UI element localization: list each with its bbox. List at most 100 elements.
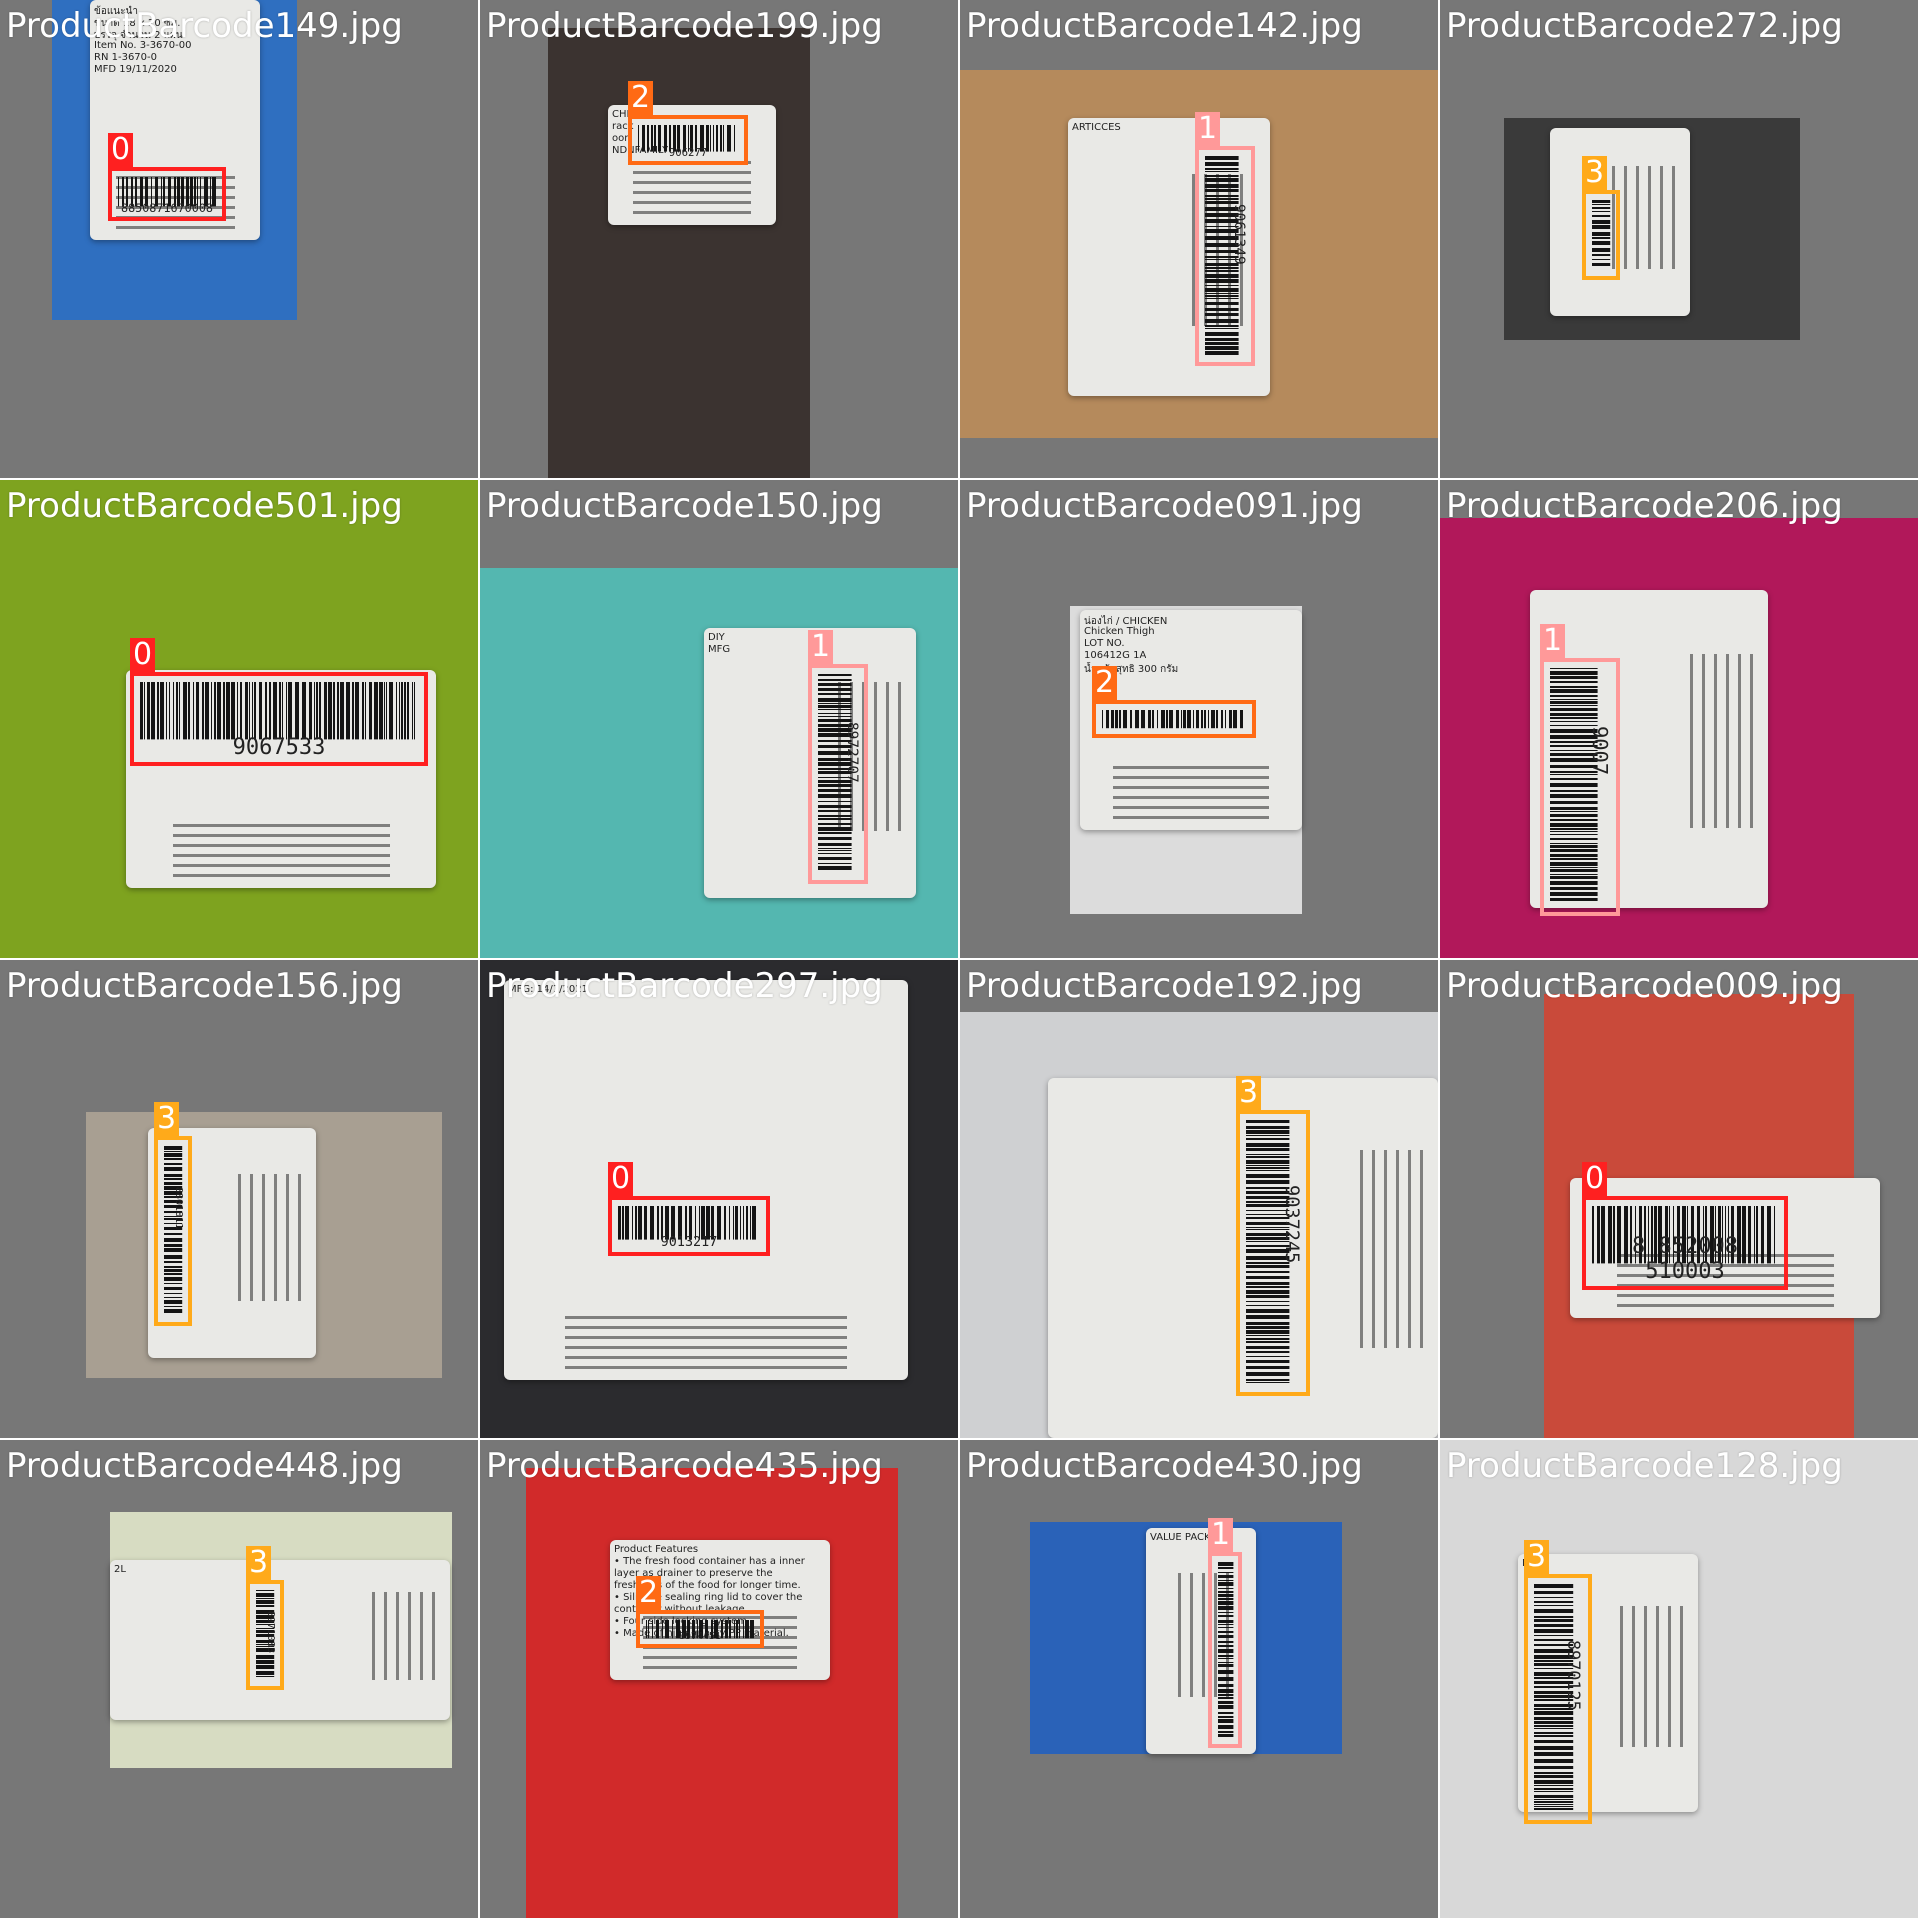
barcode-bar — [1246, 1241, 1290, 1242]
barcode-bar — [1218, 1601, 1234, 1605]
barcode-bar — [256, 1620, 275, 1623]
barcode-bar — [223, 682, 225, 740]
label-printed-text: ARTICCES — [1072, 122, 1121, 133]
barcode-bar — [164, 1178, 183, 1180]
barcode: 8970125 — [1530, 1580, 1586, 1818]
label-text-line — [898, 682, 901, 831]
barcode-bar — [1246, 1138, 1290, 1140]
label-text-line — [172, 844, 390, 847]
barcode-bar — [1181, 710, 1182, 729]
barcode-bar — [1534, 1681, 1574, 1684]
label-text-line — [874, 682, 877, 831]
barcode-bar — [1550, 831, 1598, 832]
barcode-bar — [1534, 1644, 1574, 1646]
barcode-bar — [399, 682, 400, 740]
barcode-bar — [1246, 1167, 1290, 1169]
barcode-number: 9067533 — [232, 735, 326, 760]
barcode-bar — [1550, 790, 1598, 792]
barcode-bar — [1218, 1572, 1234, 1573]
class-label: 3 — [1236, 1076, 1262, 1110]
barcode-bar — [1550, 862, 1598, 866]
barcode-bar — [711, 1620, 713, 1639]
barcode-bar — [1246, 1330, 1290, 1334]
barcode-bar — [1534, 1660, 1574, 1662]
grid-tile: 8 852008 510003 0 ProductBarcode009.jpg — [1440, 960, 1918, 1438]
barcode-bar — [1211, 710, 1215, 729]
barcode-bar — [164, 1205, 183, 1208]
barcode-bar — [389, 682, 393, 740]
label-text-line — [172, 864, 390, 867]
barcode-bar — [818, 719, 852, 722]
barcode-bar — [677, 125, 680, 152]
barcode-bar — [652, 1620, 653, 1639]
barcode-bar — [1205, 226, 1239, 227]
barcode-bar — [1246, 1338, 1290, 1340]
barcode-bar — [1246, 1170, 1290, 1171]
barcode-bar — [1550, 858, 1598, 860]
barcode-bar — [212, 177, 216, 207]
barcode-bar — [1550, 713, 1598, 716]
barcode-bar — [1225, 710, 1226, 729]
barcode-bar — [164, 1163, 183, 1165]
barcode-bar — [818, 709, 852, 710]
barcode-bar — [1682, 1206, 1686, 1264]
barcode-bar — [1534, 1601, 1574, 1603]
barcode-bar — [256, 1624, 275, 1625]
barcode-bar — [314, 682, 315, 740]
barcode-bar — [1550, 774, 1598, 775]
barcode-bar — [1233, 710, 1237, 729]
barcode-graphic — [1102, 710, 1243, 729]
barcode-bar — [1550, 814, 1598, 817]
barcode-bar — [1550, 876, 1598, 879]
barcode-bar — [1550, 823, 1598, 827]
barcode-bar — [713, 125, 714, 152]
label-text-line — [564, 1346, 848, 1349]
barcode-bar — [140, 177, 143, 207]
barcode-bar — [269, 682, 271, 740]
barcode-bar — [1246, 1356, 1290, 1357]
product-label: VALUE PACK — [1146, 1528, 1256, 1754]
barcode-bar — [1550, 735, 1598, 739]
barcode-bar — [414, 682, 415, 740]
barcode-bar — [651, 125, 653, 152]
barcode-bar — [288, 682, 292, 740]
barcode-bar — [1534, 1725, 1574, 1727]
barcode-bar — [1592, 259, 1611, 260]
grid-tile: 9007 1 ProductBarcode206.jpg — [1440, 480, 1918, 958]
barcode-bar — [164, 1261, 183, 1263]
barcode-bar — [1534, 1801, 1574, 1803]
barcode-bar — [1550, 838, 1598, 840]
barcode-number: 8 852008 510003 — [1632, 1234, 1738, 1284]
product-label — [148, 1128, 316, 1358]
barcode-bar — [1630, 1206, 1632, 1264]
barcode-bar — [1550, 834, 1598, 835]
barcode-bar — [374, 682, 378, 740]
barcode-bar — [164, 1153, 183, 1157]
barcode-bar — [1550, 676, 1598, 679]
barcode: 8801811 — [160, 1142, 186, 1320]
barcode-bar — [1246, 1290, 1290, 1294]
barcode-bar — [739, 1620, 740, 1639]
barcode-bar — [752, 1206, 756, 1240]
barcode-bar — [1534, 1759, 1574, 1763]
label-text-line — [172, 824, 390, 827]
label-printed-text: Product Features — [614, 1544, 699, 1555]
detection-box — [628, 115, 748, 165]
barcode-bar — [1592, 225, 1611, 229]
label-text-line — [1680, 1605, 1683, 1748]
barcode-bar — [700, 125, 704, 152]
barcode-bar — [818, 794, 852, 798]
barcode-bar — [1550, 771, 1598, 773]
barcode-bar — [333, 682, 335, 740]
label-text-line — [1636, 165, 1639, 269]
label-printed-text: LOT NO. — [1084, 638, 1125, 649]
label-text-line — [408, 1592, 411, 1680]
barcode-bar — [1550, 699, 1598, 700]
barcode-bar — [197, 177, 198, 207]
barcode-bar — [1691, 1206, 1694, 1264]
grid-tile: 8801811 3 ProductBarcode156.jpg — [0, 960, 478, 1438]
label-text-line — [1113, 796, 1269, 799]
barcode-bar — [160, 682, 164, 740]
image-filename: ProductBarcode142.jpg — [966, 6, 1363, 46]
label-text-line — [1396, 1150, 1399, 1348]
